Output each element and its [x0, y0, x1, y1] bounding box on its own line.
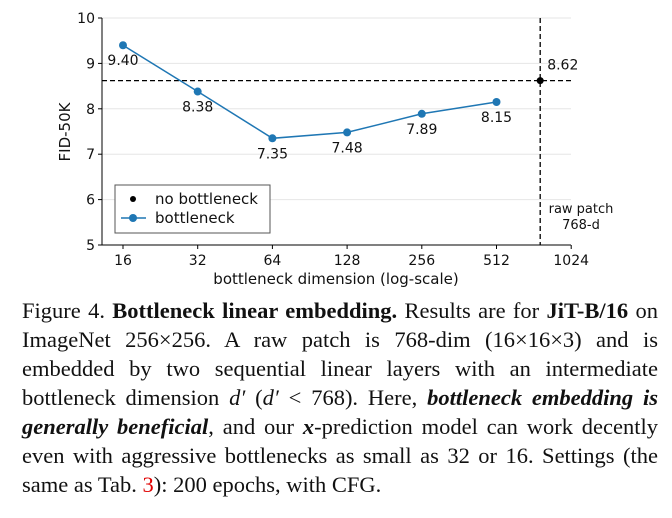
- bottleneck-point: [492, 97, 501, 106]
- bottleneck-point: [343, 128, 352, 137]
- bottleneck-point: [417, 109, 426, 118]
- table-reference-link[interactable]: 3: [142, 472, 154, 497]
- fid-chart: 5 6 7 8 9 10 16 32 64 128 256 512 1024 9.40 8.38 7.35 7…: [56, 11, 614, 288]
- caption-text: (: [245, 385, 263, 410]
- y-tick-label: 8: [86, 102, 95, 118]
- x-tick-label: 32: [189, 253, 207, 269]
- legend-marker-bottleneck: [129, 214, 137, 222]
- legend-marker-no-bottleneck: [130, 196, 136, 202]
- x-tick-label: 512: [483, 253, 510, 269]
- y-tick-label: 7: [86, 147, 95, 163]
- math-d-prime: d′: [229, 385, 246, 410]
- x-tick-label: 128: [334, 253, 361, 269]
- no-bottleneck-point: [536, 77, 544, 85]
- bottleneck-data-label: 8.38: [182, 100, 213, 116]
- bottleneck-data-label: 7.48: [332, 140, 363, 156]
- x-axis-label: bottleneck dimension (log-scale): [213, 270, 458, 288]
- bottleneck-point: [268, 134, 277, 143]
- y-tick-label: 9: [86, 56, 95, 72]
- math-d-prime: d′: [262, 385, 279, 410]
- bottleneck-point: [119, 41, 127, 50]
- math-x: x: [302, 414, 315, 439]
- bottleneck-data-label: 7.89: [406, 122, 437, 138]
- caption-text: on ImageNet 256×256. A raw patch is 768-…: [22, 298, 659, 410]
- y-tick-label: 5: [86, 238, 95, 254]
- bottleneck-data-label: 8.15: [481, 110, 512, 126]
- bottleneck-point: [193, 87, 202, 96]
- legend: no bottleneck bottleneck: [114, 184, 271, 234]
- y-axis-label: FID-50K: [56, 101, 74, 161]
- x-tick-label: 16: [114, 253, 132, 269]
- vline-label-2: 768-d: [562, 218, 600, 233]
- caption-title: Bottleneck linear embedding.: [112, 298, 398, 323]
- bottleneck-data-label: 7.35: [257, 146, 288, 162]
- y-tick-label: 10: [77, 11, 95, 27]
- vline-label-1: raw patch: [549, 202, 614, 217]
- no-bottleneck-data-label: 8.62: [547, 58, 578, 74]
- figure-number: Figure 4.: [22, 298, 105, 323]
- caption-text: Results are for: [397, 298, 547, 323]
- caption-text: -prediction model can work de­cently eve…: [22, 414, 658, 497]
- bottleneck-data-label: 9.40: [107, 53, 138, 69]
- legend-label-no-bottleneck: no bottleneck: [155, 190, 258, 208]
- x-tick-label: 256: [408, 253, 435, 269]
- model-name: JiT-B/16: [546, 298, 629, 323]
- bottleneck-line: [122, 44, 497, 140]
- y-tick-label: 6: [86, 193, 95, 209]
- caption-text: ): 200 epochs, with CFG.: [153, 472, 382, 497]
- caption-emphasis: bottleneck embedding is generally benefi…: [22, 385, 658, 439]
- caption-text: , and our: [208, 414, 303, 439]
- x-tick-label: 64: [263, 253, 281, 269]
- x-tick-label: 1024: [553, 253, 589, 269]
- figure-caption: Figure 4. Bottleneck linear embedding. R…: [22, 296, 658, 499]
- caption-text: < 768). Here,: [278, 385, 428, 410]
- legend-label-bottleneck: bottleneck: [155, 209, 235, 227]
